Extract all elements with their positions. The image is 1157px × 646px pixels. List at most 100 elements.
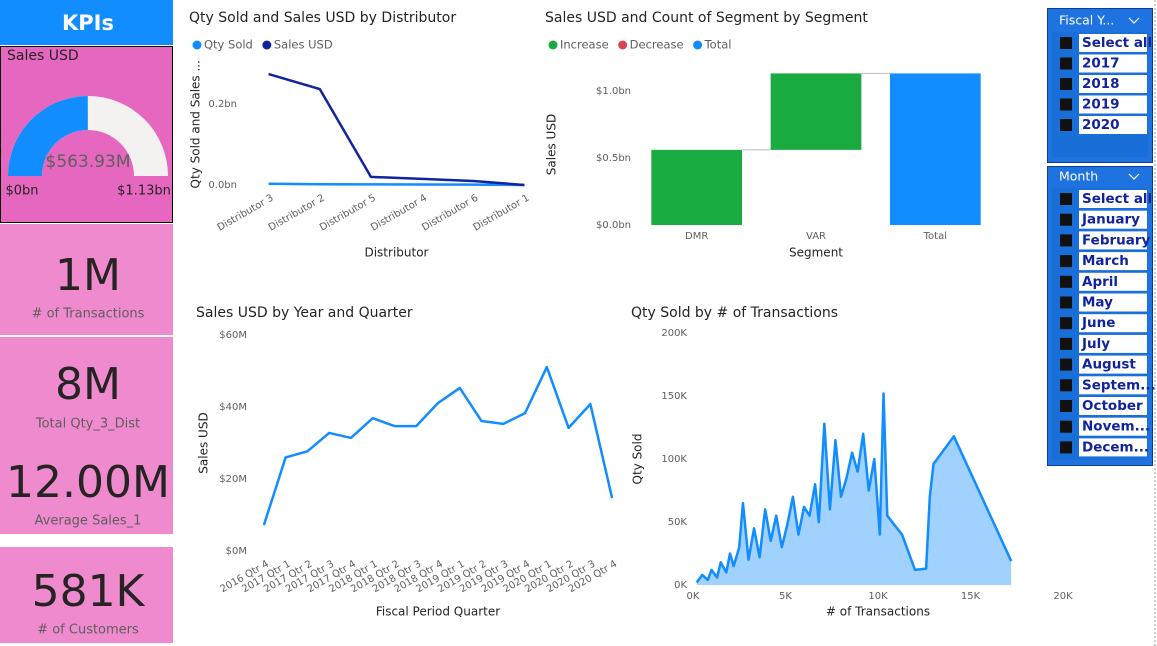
legend-label: Total: [704, 38, 732, 52]
y-tick-label: $0.5bn: [596, 153, 631, 164]
slicer-item[interactable]: January: [1081, 212, 1140, 228]
gauge-min-label: $0bn: [5, 184, 38, 199]
y-axis-label: Qty Sold and Sales ...: [189, 60, 203, 188]
slicer-item-bg: [1079, 95, 1147, 114]
y-axis-label: Qty Sold: [631, 434, 645, 485]
slicer-item[interactable]: Novem...: [1082, 419, 1150, 435]
card-value: 12.00M: [6, 457, 170, 508]
slicer-item-bg: [1079, 231, 1147, 250]
slicer-item[interactable]: April: [1082, 274, 1118, 290]
content: $563.93M $0bn $1.13bn 1M # of Transactions 8M…: [5, 8, 1156, 638]
slicer-item-bg: [1079, 190, 1147, 208]
legend-marker: [262, 40, 272, 50]
legend-marker: [693, 40, 703, 50]
x-tick-label: Total: [923, 231, 947, 242]
bar: [770, 73, 862, 150]
x-axis-label: # of Transactions: [826, 605, 930, 619]
y-tick-label: $60M: [219, 330, 247, 341]
y-tick-label: 50K: [668, 517, 688, 528]
slicer-item-bg: [1079, 293, 1147, 312]
slicer-chevron: [1128, 173, 1140, 180]
gauge-value: [8, 96, 88, 176]
y-axis-label: Sales USD: [545, 114, 559, 175]
kpi-header: [0, 0, 173, 45]
slicer-item[interactable]: March: [1082, 253, 1129, 269]
card-value: 8M: [55, 359, 121, 410]
slicer-checkbox: [1060, 57, 1072, 70]
gauge-title: Sales USD: [7, 48, 79, 64]
legend-label: Qty Sold: [204, 38, 253, 52]
card-bg: [0, 337, 173, 534]
slicer-item[interactable]: June: [1081, 315, 1115, 331]
slicer-checkbox: [1060, 193, 1072, 205]
slicer-item[interactable]: February: [1082, 232, 1151, 248]
slicer-item-bg: [1079, 210, 1147, 229]
x-tick-label: 10K: [868, 591, 888, 602]
slicer-item[interactable]: July: [1081, 336, 1110, 352]
x-tick-label: Distributor 4: [369, 193, 429, 234]
y-tick-label: 150K: [661, 391, 687, 402]
slicer-item[interactable]: 2019: [1082, 97, 1120, 113]
slicer-item[interactable]: October: [1082, 398, 1143, 414]
slicer-item[interactable]: Septem...: [1082, 377, 1156, 393]
slicer-item-bg: [1079, 34, 1147, 52]
y-tick-label: 0.2bn: [208, 99, 237, 110]
slicer-item[interactable]: August: [1082, 357, 1136, 373]
y-tick-label: $1.0bn: [596, 86, 631, 97]
line: [262, 365, 614, 526]
card-label: # of Transactions: [32, 307, 145, 322]
card-label: # of Customers: [37, 623, 139, 638]
area: [696, 393, 1012, 585]
slicer-item[interactable]: 2017: [1082, 56, 1120, 72]
slicer-item[interactable]: 2020: [1082, 117, 1120, 133]
slicer-checkbox: [1060, 255, 1072, 268]
slicer-checkbox: [1060, 296, 1072, 309]
x-tick-label: Distributor 1: [471, 193, 531, 234]
slicer-item-bg: [1079, 116, 1147, 134]
slicer-item-bg: [1079, 54, 1147, 73]
slicer-item-bg: [1079, 397, 1147, 415]
line: [695, 392, 1013, 584]
y-tick-label: $40M: [219, 402, 247, 413]
legend-label: Increase: [560, 38, 609, 52]
slicer-checkbox: [1060, 400, 1072, 412]
slicer-checkbox: [1060, 379, 1072, 392]
slicer-header: Month: [1059, 169, 1098, 184]
slicer-checkbox: [1060, 234, 1072, 247]
slicer-checkbox: [1060, 358, 1072, 371]
slicer-item[interactable]: Select all: [1082, 35, 1152, 51]
x-tick-label: DMR: [685, 231, 708, 242]
x-axis-label: Fiscal Period Quarter: [376, 605, 500, 619]
slicer-item[interactable]: Select all: [1082, 191, 1152, 207]
slicer-item[interactable]: 2018: [1082, 76, 1120, 92]
card-value: 1M: [55, 250, 121, 301]
card-label: Total Qty_3_Dist: [35, 417, 140, 432]
card-bg: [0, 547, 173, 643]
x-axis-label: Segment: [789, 246, 843, 260]
slicer-checkbox: [1060, 441, 1072, 454]
x-tick-label: 5K: [779, 591, 792, 602]
line: [268, 72, 525, 187]
kpi-title: KPIs: [62, 11, 114, 35]
slicer-item[interactable]: Decem...: [1082, 439, 1149, 455]
y-tick-label: 0K: [674, 580, 687, 591]
y-tick-label: $0M: [226, 546, 247, 557]
slicer-item-bg: [1079, 376, 1147, 395]
y-axis-label: Sales USD: [197, 412, 211, 473]
slicer-item-bg: [1079, 438, 1147, 457]
slicer-checkbox: [1060, 98, 1072, 111]
line: [268, 182, 525, 187]
slicer-checkbox: [1060, 317, 1072, 330]
slicer-checkbox: [1060, 420, 1072, 433]
x-axis-label: Distributor: [364, 246, 428, 260]
legend-marker: [618, 40, 628, 50]
slicer-item-bg: [1079, 272, 1147, 291]
slicer-item[interactable]: May: [1082, 295, 1113, 311]
slicer-item-bg: [1079, 75, 1147, 93]
y-tick-label: $0.0bn: [596, 220, 631, 231]
slicer-item-bg: [1079, 334, 1147, 353]
slicer-checkbox: [1060, 275, 1072, 288]
chart-title: Sales USD and Count of Segment by Segmen…: [545, 10, 868, 26]
chart-title: Qty Sold and Sales USD by Distributor: [189, 10, 456, 26]
